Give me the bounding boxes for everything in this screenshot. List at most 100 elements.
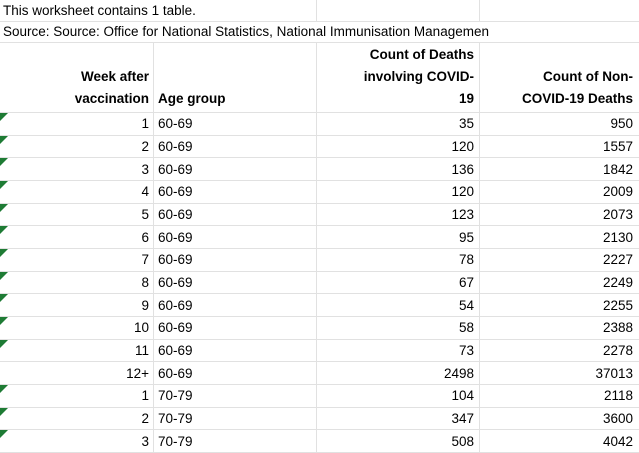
- cell-non-covid-deaths[interactable]: 2278: [602, 343, 633, 359]
- text-as-number-flag-icon: [0, 203, 8, 212]
- table-row: 1 60-69 35 950: [0, 113, 639, 136]
- cell-week[interactable]: 2: [0, 135, 154, 158]
- cell-week[interactable]: 2: [0, 407, 154, 430]
- cell-covid-deaths[interactable]: 120: [317, 181, 480, 203]
- cell-covid-deaths[interactable]: 104: [317, 385, 480, 407]
- table-row: 12+ 60-69 2498 37013: [0, 362, 639, 386]
- cell-covid-deaths[interactable]: 2498: [317, 362, 480, 385]
- cell-age-group[interactable]: 60-69: [154, 362, 317, 385]
- cell-non-covid-deaths[interactable]: 2255: [602, 297, 633, 313]
- text-as-number-flag-icon: [0, 181, 8, 190]
- cell-age-group[interactable]: 60-69: [154, 203, 317, 226]
- cell-week[interactable]: 9: [0, 294, 154, 317]
- cell-age-group[interactable]: 60-69: [154, 113, 317, 135]
- cell-non-covid-deaths[interactable]: 3600: [602, 411, 633, 427]
- cell-non-covid-deaths[interactable]: 4042: [602, 433, 633, 449]
- worksheet-note-row: This worksheet contains 1 table.: [0, 0, 639, 22]
- source-row: Source: Source: Office for National Stat…: [0, 22, 639, 43]
- cell-age-group[interactable]: 60-69: [154, 226, 317, 249]
- table-row: 4 60-69 120 2009: [0, 181, 639, 204]
- table-row: 7 60-69 78 2227: [0, 249, 639, 272]
- text-as-number-flag-icon: [0, 113, 8, 121]
- cell-non-covid-deaths[interactable]: 1842: [602, 161, 633, 177]
- cell-age-group[interactable]: 60-69: [154, 249, 317, 271]
- cell-covid-deaths[interactable]: 73: [317, 339, 480, 362]
- cell-covid-deaths[interactable]: 347: [317, 407, 480, 430]
- cell-covid-deaths[interactable]: 58: [317, 317, 480, 339]
- header-covid-deaths[interactable]: Count of Deaths involving COVID- 19: [317, 43, 480, 112]
- text-as-number-flag-icon: [0, 158, 8, 167]
- table-row: 6 60-69 95 2130: [0, 226, 639, 250]
- cell-non-covid-deaths[interactable]: 2130: [602, 229, 633, 245]
- table-body: 1 60-69 35 950 2 60-69 120 1557 3 60-69 …: [0, 113, 639, 453]
- text-as-number-flag-icon: [0, 249, 8, 258]
- header-non-covid-deaths[interactable]: Count of Non- COVID-19 Deaths: [521, 69, 633, 106]
- header-age-group[interactable]: Age group: [154, 43, 317, 112]
- table-row: 5 60-69 123 2073: [0, 203, 639, 227]
- cell-covid-deaths[interactable]: 35: [317, 113, 480, 135]
- cell-week[interactable]: 10: [0, 317, 154, 339]
- cell-week[interactable]: 12+: [0, 362, 154, 385]
- cell-week[interactable]: 11: [0, 339, 154, 362]
- text-as-number-flag-icon: [0, 294, 8, 303]
- cell-covid-deaths[interactable]: 67: [317, 271, 480, 294]
- cell-week[interactable]: 1: [0, 385, 154, 407]
- table-row: 9 60-69 54 2255: [0, 294, 639, 318]
- text-as-number-flag-icon: [0, 271, 8, 280]
- cell-age-group[interactable]: 60-69: [154, 317, 317, 339]
- text-as-number-flag-icon: [0, 317, 8, 326]
- gridline: [479, 0, 480, 21]
- cell-non-covid-deaths[interactable]: 37013: [595, 365, 633, 381]
- table-row: 1 70-79 104 2118: [0, 385, 639, 408]
- cell-non-covid-deaths[interactable]: 1557: [602, 139, 633, 154]
- cell-week[interactable]: 8: [0, 271, 154, 294]
- cell-week[interactable]: 4: [0, 181, 154, 203]
- text-as-number-flag-icon: [0, 226, 8, 235]
- table-row: 3 70-79 508 4042: [0, 430, 639, 453]
- gridline: [316, 0, 317, 21]
- table-row: 8 60-69 67 2249: [0, 271, 639, 295]
- cell-week[interactable]: 3: [0, 430, 154, 453]
- table-row: 2 70-79 347 3600: [0, 407, 639, 431]
- cell-covid-deaths[interactable]: 136: [317, 158, 480, 181]
- worksheet-note-text[interactable]: This worksheet contains 1 table.: [3, 2, 196, 18]
- source-text[interactable]: Source: Source: Office for National Stat…: [3, 24, 489, 40]
- cell-age-group[interactable]: 60-69: [154, 158, 317, 181]
- cell-non-covid-deaths[interactable]: 2388: [602, 320, 633, 336]
- cell-age-group[interactable]: 70-79: [154, 385, 317, 407]
- cell-covid-deaths[interactable]: 95: [317, 226, 480, 249]
- cell-week[interactable]: 1: [0, 113, 154, 135]
- cell-age-group[interactable]: 70-79: [154, 407, 317, 430]
- text-as-number-flag-icon: [0, 407, 8, 416]
- text-as-number-flag-icon: [0, 135, 8, 144]
- cell-covid-deaths[interactable]: 120: [317, 135, 480, 158]
- text-as-number-flag-icon: [0, 430, 8, 439]
- cell-covid-deaths[interactable]: 54: [317, 294, 480, 317]
- cell-covid-deaths[interactable]: 123: [317, 203, 480, 226]
- cell-week[interactable]: 6: [0, 226, 154, 249]
- table-header: Week after vaccination Age group Count o…: [0, 43, 639, 113]
- cell-age-group[interactable]: 60-69: [154, 181, 317, 203]
- cell-age-group[interactable]: 60-69: [154, 294, 317, 317]
- cell-age-group[interactable]: 70-79: [154, 430, 317, 453]
- cell-non-covid-deaths[interactable]: 2009: [602, 184, 633, 200]
- cell-covid-deaths[interactable]: 508: [317, 430, 480, 453]
- text-as-number-flag-icon: [0, 339, 8, 348]
- cell-age-group[interactable]: 60-69: [154, 339, 317, 362]
- cell-non-covid-deaths[interactable]: 950: [610, 116, 633, 132]
- cell-week[interactable]: 5: [0, 203, 154, 226]
- cell-non-covid-deaths[interactable]: 2118: [603, 388, 633, 404]
- cell-age-group[interactable]: 60-69: [154, 271, 317, 294]
- cell-non-covid-deaths[interactable]: 2249: [602, 275, 633, 291]
- cell-non-covid-deaths[interactable]: 2073: [602, 207, 633, 223]
- cell-age-group[interactable]: 60-69: [154, 135, 317, 158]
- cell-non-covid-deaths[interactable]: 2227: [602, 252, 633, 268]
- cell-week[interactable]: 3: [0, 158, 154, 181]
- table-row: 2 60-69 120 1557: [0, 135, 639, 159]
- header-week-after-vaccination[interactable]: Week after vaccination: [0, 43, 154, 112]
- cell-week[interactable]: 7: [0, 249, 154, 271]
- table-row: 3 60-69 136 1842: [0, 158, 639, 182]
- text-as-number-flag-icon: [0, 385, 8, 394]
- cell-covid-deaths[interactable]: 78: [317, 249, 480, 271]
